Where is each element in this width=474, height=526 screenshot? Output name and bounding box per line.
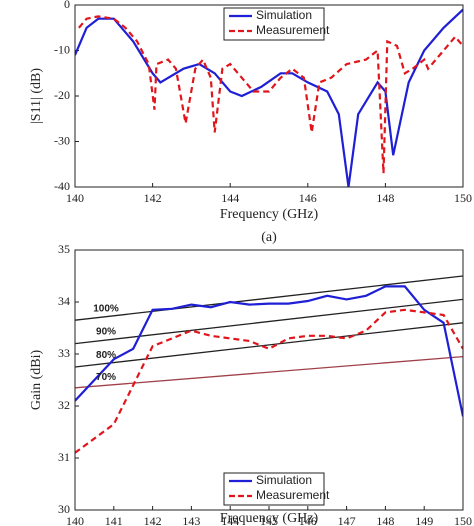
x-axis-label: Frequency (GHz) (220, 511, 319, 526)
x-tick-label: 148 (376, 514, 394, 526)
y-tick-label: 34 (58, 294, 70, 308)
plot-area (75, 8, 463, 187)
x-tick-label: 143 (182, 514, 200, 526)
series-line (75, 308, 463, 454)
reference-line (75, 275, 463, 321)
y-axis-label: |S11| (dB) (29, 68, 44, 124)
x-tick-label: 150 (454, 191, 472, 205)
y-tick-label: -30 (54, 133, 70, 147)
y-tick-label: 32 (58, 398, 70, 412)
series-line (75, 285, 463, 417)
reference-label: 70% (96, 372, 116, 383)
x-tick-label: 144 (221, 514, 239, 526)
y-tick-label: 35 (58, 242, 70, 256)
x-tick-label: 142 (144, 514, 162, 526)
legend-box (223, 472, 325, 506)
y-axis-label: Gain (dBi) (29, 350, 44, 411)
x-axis-label: Frequency (GHz) (220, 207, 319, 222)
x-tick-label: 146 (299, 514, 317, 526)
legend-label: Simulation (256, 473, 312, 487)
y-tick-label: -40 (54, 179, 70, 193)
x-tick-label: 140 (66, 514, 84, 526)
legend-label: Measurement (256, 488, 330, 502)
caption: (a) (261, 230, 277, 245)
series-line (75, 8, 463, 187)
x-tick-label: 142 (144, 191, 162, 205)
y-tick-label: 30 (58, 502, 70, 516)
reference-label: 100% (93, 303, 119, 314)
axes-frame (74, 249, 464, 511)
y-tick-label: 31 (58, 450, 70, 464)
y-tick-label: -20 (54, 88, 70, 102)
y-tick-label: 0 (64, 0, 70, 11)
legend-label: Measurement (256, 23, 330, 37)
y-tick-label: -10 (54, 42, 70, 56)
series-line (78, 15, 463, 174)
x-tick-label: 141 (105, 514, 123, 526)
x-tick-label: 140 (66, 191, 84, 205)
reference-label: 90% (96, 327, 116, 338)
x-tick-label: 150 (454, 514, 472, 526)
x-tick-label: 144 (221, 191, 239, 205)
reference-line (75, 298, 463, 345)
axes-frame (74, 4, 464, 188)
x-tick-label: 148 (376, 191, 394, 205)
chart: 140 141 142 143 144 145 146 147 148 149 150 30 31 32 3… (29, 242, 472, 526)
x-tick-label: 147 (338, 514, 356, 526)
legend-label: Simulation (256, 8, 312, 22)
reference-line (75, 322, 463, 368)
plot-area (75, 275, 463, 454)
legend-box (223, 7, 325, 41)
y-tick-label: 33 (58, 346, 70, 360)
chart: 140 142 144 146 148 150 -40 -30 -20 -10 0 Simulatio… (29, 0, 472, 245)
reference-label: 80% (96, 350, 116, 361)
reference-line (75, 355, 463, 389)
x-tick-label: 145 (260, 514, 278, 526)
x-tick-label: 146 (299, 191, 317, 205)
x-tick-label: 149 (415, 514, 433, 526)
